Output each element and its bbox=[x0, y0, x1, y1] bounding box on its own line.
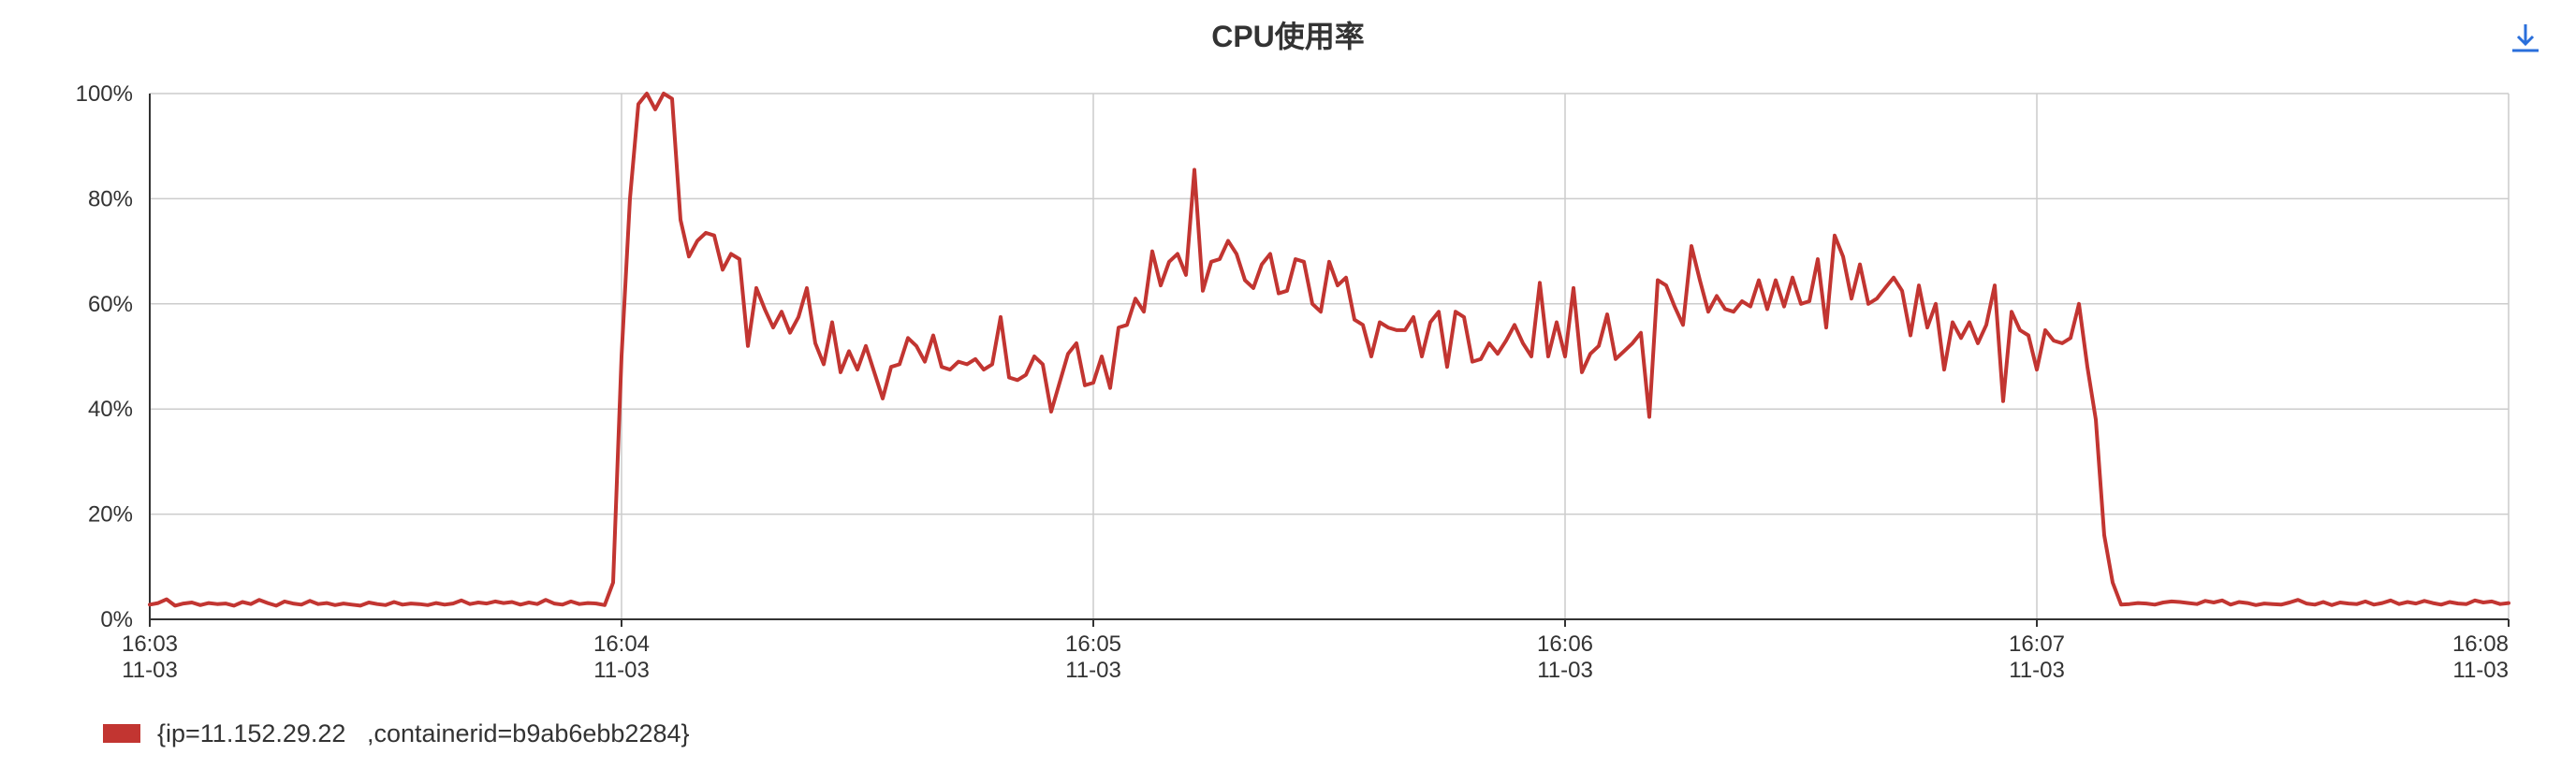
y-tick-label: 20% bbox=[88, 502, 133, 528]
x-tick-label-time: 16:06 bbox=[1537, 631, 1593, 657]
x-tick-label-time: 16:07 bbox=[2009, 631, 2065, 657]
x-tick-label-date: 11-03 bbox=[2009, 658, 2065, 683]
y-tick-label: 0% bbox=[100, 607, 133, 632]
legend-label: {ip=11.152.29.22 ,containerid=b9ab6ebb22… bbox=[157, 718, 690, 747]
line-chart: 0%20%40%60%80%100%16:0311-0316:0411-0316… bbox=[76, 81, 2510, 683]
legend-swatch bbox=[103, 724, 140, 743]
x-tick-label-time: 16:04 bbox=[593, 631, 650, 657]
y-tick-label: 60% bbox=[88, 292, 133, 317]
x-tick-label-date: 11-03 bbox=[122, 658, 178, 683]
x-tick-label-date: 11-03 bbox=[2452, 658, 2509, 683]
series-layer bbox=[148, 92, 2510, 608]
x-tick-label-date: 11-03 bbox=[1537, 658, 1593, 683]
axes bbox=[149, 94, 2510, 627]
series-line[interactable] bbox=[148, 92, 2510, 608]
download-icon[interactable] bbox=[2509, 21, 2542, 54]
x-tick-label-time: 16:08 bbox=[2452, 631, 2509, 657]
x-tick-label-date: 11-03 bbox=[1065, 658, 1121, 683]
y-tick-label: 80% bbox=[88, 186, 133, 211]
y-tick-label: 40% bbox=[88, 397, 133, 422]
y-tick-label: 100% bbox=[76, 81, 133, 107]
chart-title: CPU使用率 bbox=[1211, 20, 1365, 53]
x-tick-label-date: 11-03 bbox=[593, 658, 650, 683]
x-tick-label-time: 16:03 bbox=[122, 631, 178, 657]
grid-lines bbox=[150, 93, 2510, 619]
x-tick-label-time: 16:05 bbox=[1065, 631, 1121, 657]
tick-labels: 0%20%40%60%80%100%16:0311-0316:0411-0316… bbox=[76, 81, 2509, 683]
legend[interactable]: {ip=11.152.29.22 ,containerid=b9ab6ebb22… bbox=[103, 717, 690, 750]
